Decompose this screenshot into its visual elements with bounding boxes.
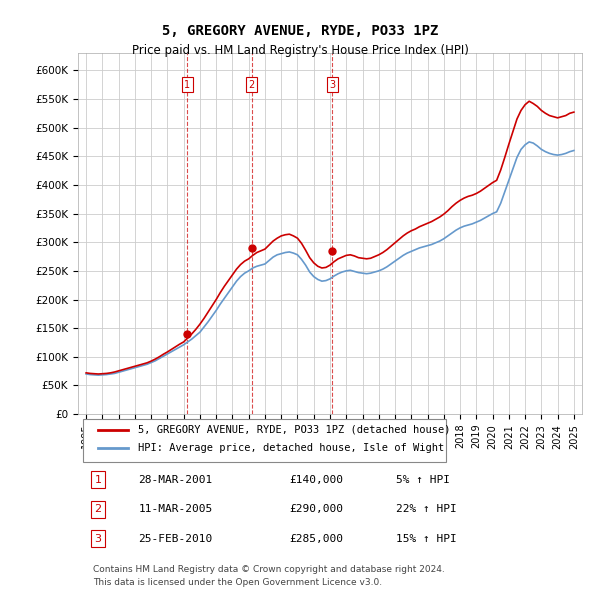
Text: This data is licensed under the Open Government Licence v3.0.: This data is licensed under the Open Gov… [93,578,382,587]
Text: 5, GREGORY AVENUE, RYDE, PO33 1PZ (detached house): 5, GREGORY AVENUE, RYDE, PO33 1PZ (detac… [139,425,451,435]
Text: £285,000: £285,000 [290,534,344,544]
Text: £140,000: £140,000 [290,475,344,485]
Text: 25-FEB-2010: 25-FEB-2010 [139,534,213,544]
Text: £290,000: £290,000 [290,504,344,514]
Text: 22% ↑ HPI: 22% ↑ HPI [395,504,456,514]
Text: 1: 1 [95,475,101,485]
FancyBboxPatch shape [83,419,446,462]
Text: 15% ↑ HPI: 15% ↑ HPI [395,534,456,544]
Text: 11-MAR-2005: 11-MAR-2005 [139,504,213,514]
Text: Contains HM Land Registry data © Crown copyright and database right 2024.: Contains HM Land Registry data © Crown c… [93,565,445,574]
Text: 1: 1 [184,80,190,90]
Text: 2: 2 [95,504,102,514]
Text: Price paid vs. HM Land Registry's House Price Index (HPI): Price paid vs. HM Land Registry's House … [131,44,469,57]
Text: 5% ↑ HPI: 5% ↑ HPI [395,475,449,485]
Text: 3: 3 [95,534,101,544]
Text: HPI: Average price, detached house, Isle of Wight: HPI: Average price, detached house, Isle… [139,442,445,453]
Text: 2: 2 [248,80,255,90]
Text: 3: 3 [329,80,335,90]
Text: 5, GREGORY AVENUE, RYDE, PO33 1PZ: 5, GREGORY AVENUE, RYDE, PO33 1PZ [162,24,438,38]
Text: 28-MAR-2001: 28-MAR-2001 [139,475,213,485]
